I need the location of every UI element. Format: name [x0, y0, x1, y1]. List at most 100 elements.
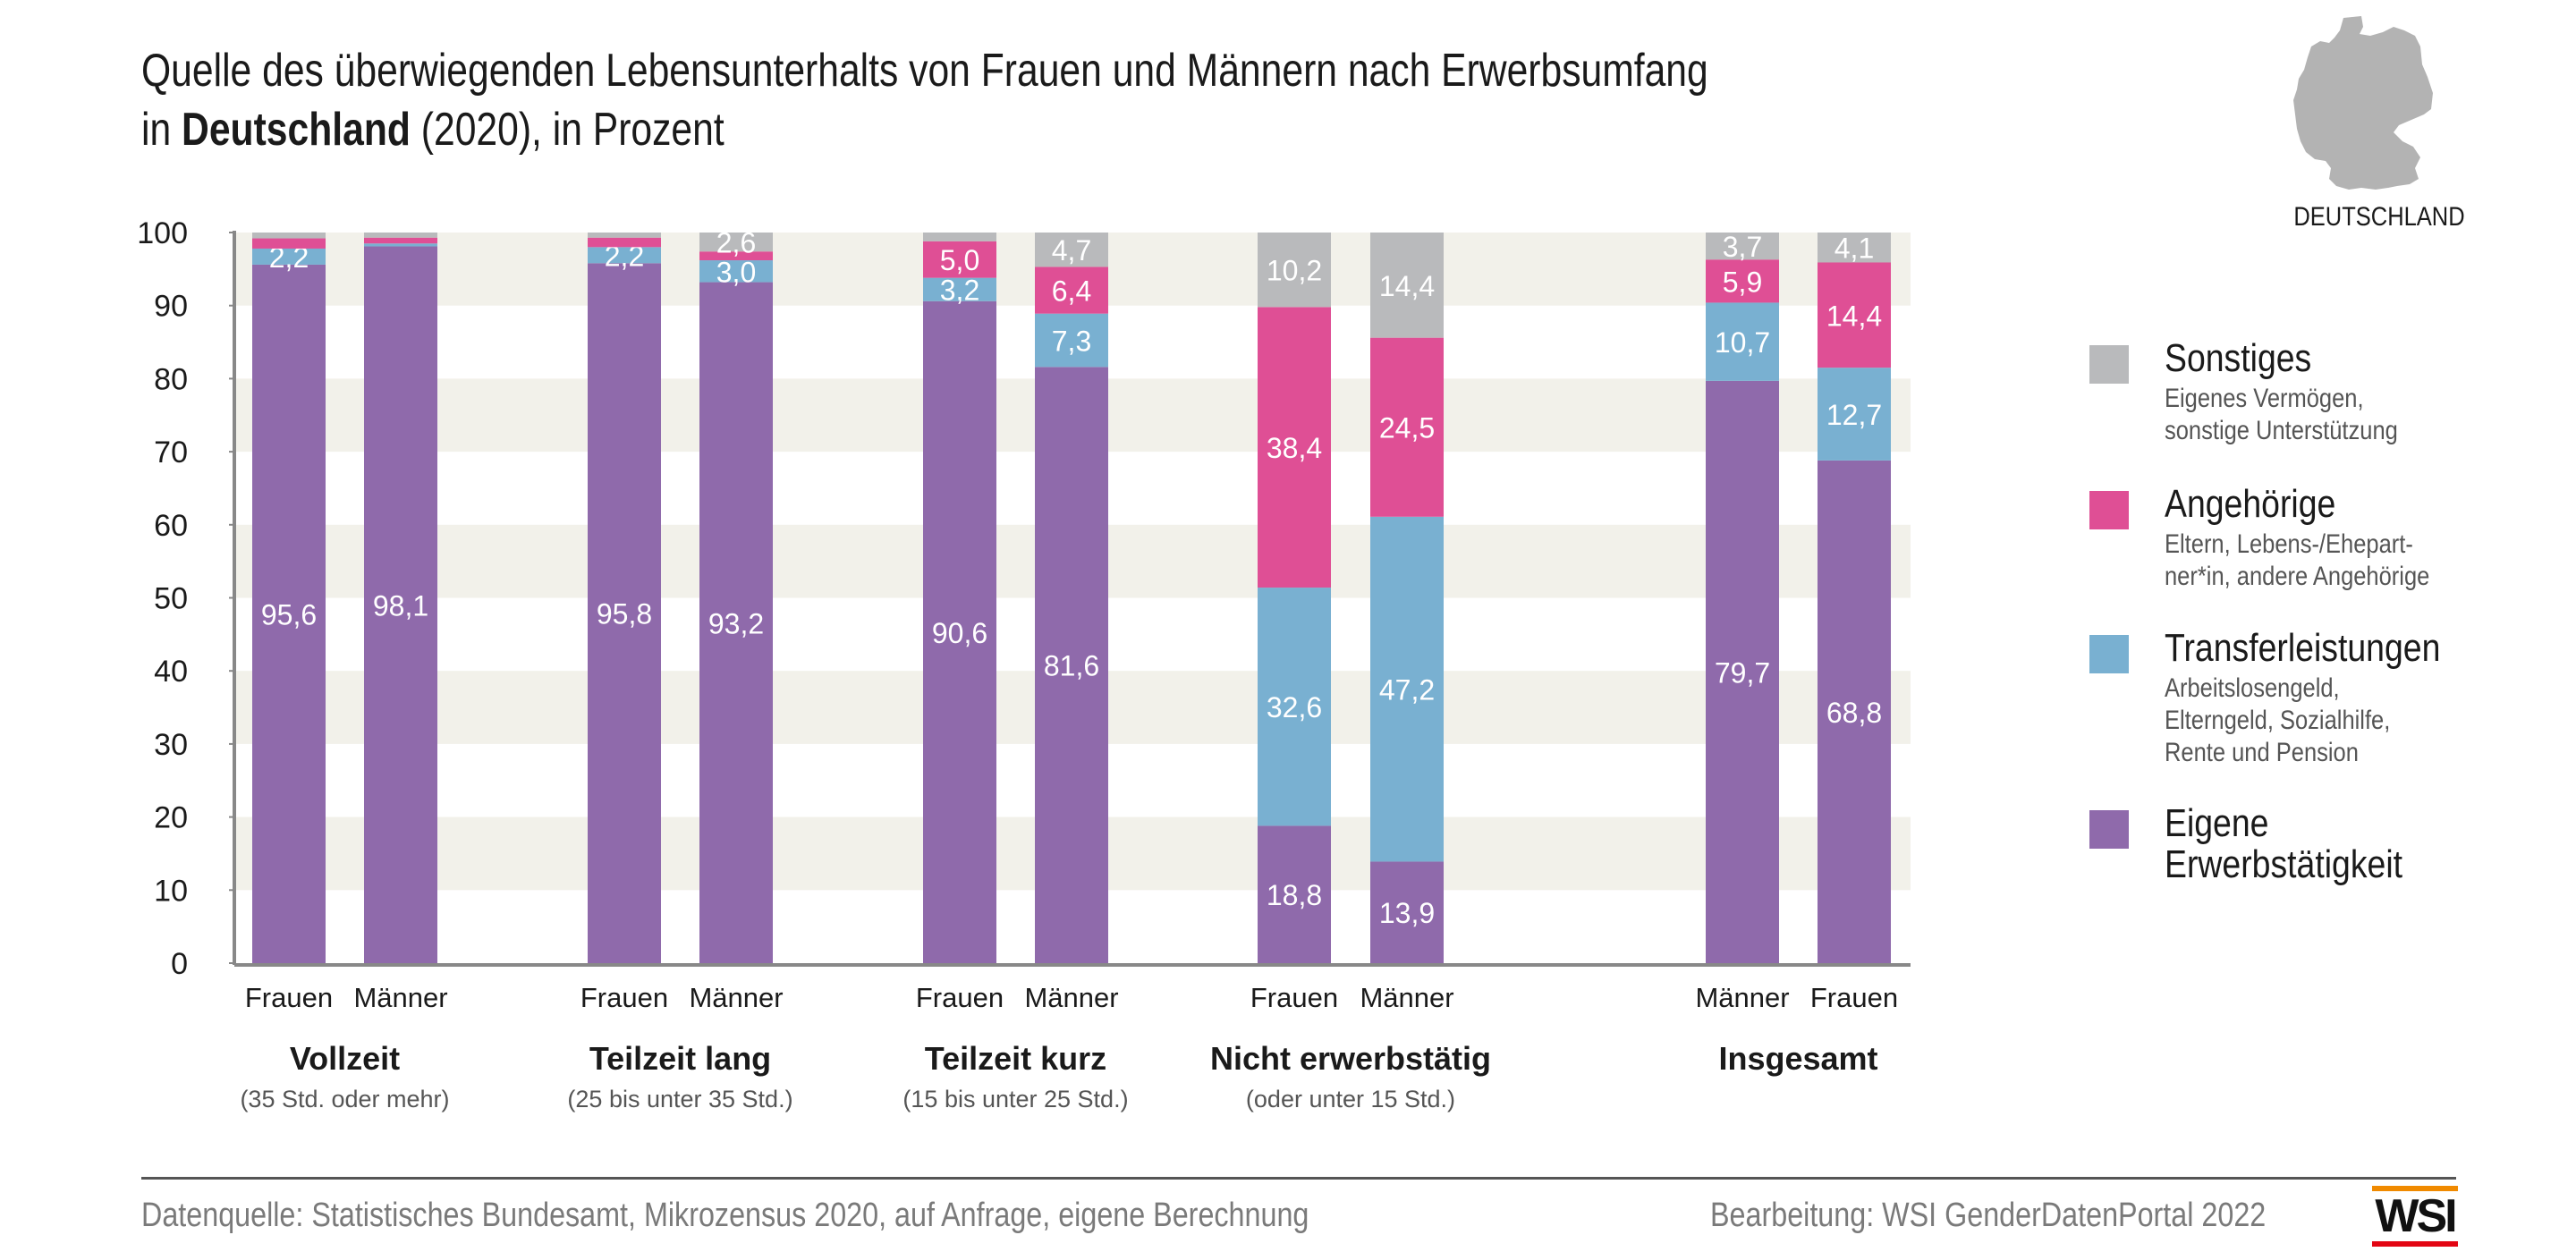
bar-segment	[1818, 368, 1891, 461]
data-label: 95,6	[261, 598, 317, 630]
x-tick-label: Männer	[1360, 982, 1453, 1013]
bar-segment	[364, 246, 437, 963]
data-label: 81,6	[1044, 650, 1099, 682]
group-label: Teilzeit lang	[589, 1040, 771, 1077]
x-tick-label: Frauen	[580, 982, 668, 1013]
data-label: 90,6	[932, 617, 987, 649]
data-label: 6,4	[1052, 275, 1091, 308]
group-labels: Vollzeit (35 Std. oder mehr) Teilzeit lang…	[240, 1040, 1877, 1112]
bar-segment	[1258, 233, 1331, 308]
bar-segment	[923, 300, 996, 964]
bar-segment	[1818, 233, 1891, 263]
logo-red-bar	[2372, 1241, 2458, 1247]
bar-stack: 98,1	[364, 233, 437, 963]
bar-segment	[252, 264, 326, 963]
bar-segment	[252, 233, 326, 239]
title-prefix: in	[141, 104, 182, 156]
data-label: 14,4	[1379, 270, 1435, 302]
x-tick-label: Männer	[1695, 982, 1789, 1013]
bar-segment	[1706, 302, 1779, 381]
bar-segment	[1370, 861, 1444, 963]
logo-text: WSI	[2375, 1190, 2457, 1242]
bar-stack: 81,6 7,3 6,4 4,7	[1035, 233, 1108, 963]
data-label: 47,2	[1379, 674, 1435, 706]
bar-segment	[1258, 588, 1331, 826]
legend-title: Sonstiges	[2165, 336, 2312, 380]
data-label: 10,2	[1267, 255, 1322, 287]
data-label: 4,1	[1835, 233, 1874, 265]
bar-segment	[1706, 259, 1779, 303]
bar-segment	[699, 251, 773, 261]
y-tick-label: 20	[154, 801, 188, 835]
x-tick-label: Männer	[353, 982, 447, 1013]
title-line-2: in Deutschland (2020), in Prozent	[141, 100, 1708, 159]
y-tick-label: 50	[154, 582, 188, 616]
data-label: 3,7	[1723, 231, 1762, 263]
data-label: 12,7	[1826, 399, 1882, 431]
legend-title: Transferleistungen	[2165, 626, 2441, 670]
y-tick-label: 60	[154, 509, 188, 543]
group-label: Vollzeit	[290, 1040, 400, 1077]
group-sublabel: (35 Std. oder mehr)	[240, 1086, 449, 1112]
legend-title: Eigene Erwerbstätigkeit	[2165, 801, 2403, 886]
legend-description: Eigenes Vermögen, sonstige Unterstützung	[2165, 384, 2398, 445]
bar-segment	[699, 282, 773, 963]
data-source: Datenquelle: Statistisches Bundesamt, Mi…	[141, 1197, 1309, 1234]
bar-segment	[1258, 307, 1331, 588]
bar-stack: 95,82,2	[588, 233, 661, 964]
bar-segment	[923, 241, 996, 278]
bar-segment	[588, 247, 661, 264]
bar-segment	[588, 263, 661, 964]
data-label: 32,6	[1267, 691, 1322, 723]
data-label: 2,6	[716, 227, 756, 259]
bar-stack: 93,2 3,02,6	[699, 227, 773, 963]
x-tick-label: Männer	[689, 982, 783, 1013]
legend-swatch	[2089, 635, 2129, 673]
bar-stack: 95,62,2	[252, 233, 326, 963]
y-tick-label: 80	[154, 362, 188, 396]
bar-segment	[699, 260, 773, 283]
data-label: 93,2	[708, 607, 764, 639]
bar-segment	[1706, 233, 1779, 260]
group-sublabel: (15 bis unter 25 Std.)	[902, 1086, 1128, 1112]
y-tick-label: 90	[154, 290, 188, 324]
group-sublabel: (oder unter 15 Std.)	[1246, 1086, 1455, 1112]
y-tick-label: 0	[171, 947, 188, 981]
bar-segment	[1035, 367, 1108, 963]
group-label: Teilzeit kurz	[925, 1040, 1106, 1077]
bar-segment	[364, 233, 437, 238]
y-tick-label: 30	[154, 728, 188, 762]
y-tick-label: 100	[137, 216, 188, 250]
group-label: Insgesamt	[1718, 1040, 1877, 1077]
bar-segment	[1370, 233, 1444, 338]
bar-stack: 13,9 47,2 24,5 14,4	[1370, 233, 1444, 963]
chart-title: Quelle des überwiegenden Lebensunterhalt…	[141, 41, 1708, 159]
footer-divider	[141, 1177, 2456, 1180]
bar-segment	[252, 248, 326, 265]
data-label: 68,8	[1826, 697, 1882, 729]
data-label: 3,0	[716, 256, 756, 288]
x-tick-label: Frauen	[1810, 982, 1898, 1013]
bar-segment	[1818, 262, 1891, 368]
bar-segment	[1370, 516, 1444, 862]
bar-stack: 18,8 32,6 38,4 10,2	[1258, 233, 1331, 963]
bar-segment	[364, 243, 437, 247]
legend-title: Angehörige	[2165, 482, 2336, 526]
bar-stack: 68,8 12,7 14,4 4,1	[1818, 233, 1891, 963]
bar-stack: 79,7 10,7 5,93,7	[1706, 231, 1779, 963]
y-tick-label: 70	[154, 436, 188, 470]
axes	[233, 231, 1911, 967]
x-tick-label: Frauen	[916, 982, 1004, 1013]
data-label: 18,8	[1267, 879, 1322, 911]
bar-segment	[1818, 460, 1891, 963]
legend-swatch	[2089, 810, 2129, 849]
bar-segment	[1035, 266, 1108, 314]
data-label: 98,1	[373, 589, 428, 622]
data-label: 38,4	[1267, 432, 1322, 464]
title-line-1: Quelle des überwiegenden Lebensunterhalt…	[141, 45, 1708, 97]
bar-segment	[1370, 337, 1444, 517]
data-label: 3,2	[940, 275, 979, 307]
bar-segment	[588, 233, 661, 238]
bar-segment	[923, 277, 996, 301]
